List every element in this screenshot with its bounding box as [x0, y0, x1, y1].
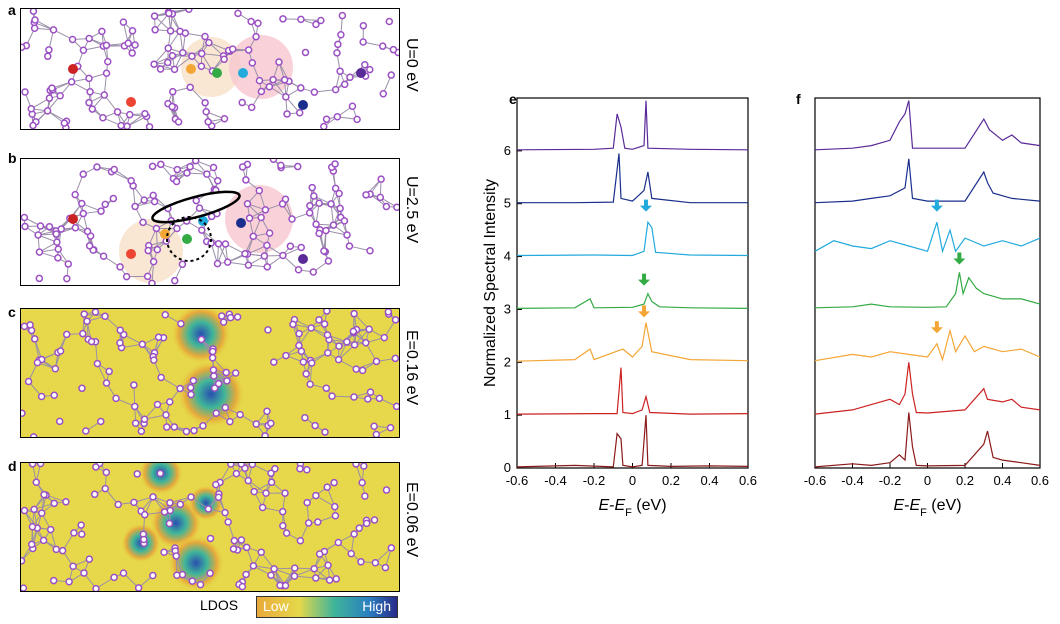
panel-letter-d: d — [8, 458, 17, 474]
site-marker — [356, 68, 366, 78]
spectrum-line-e-4 — [516, 220, 749, 257]
lattice-svg-a — [21, 9, 399, 129]
lattice-panel-b — [20, 158, 400, 286]
lattice-panel-a — [20, 8, 400, 130]
ldos-blob — [139, 463, 183, 495]
highlight-ellipse — [151, 190, 241, 224]
y-axis-title: Normalized Spectral Intensity — [482, 179, 499, 387]
site-marker — [238, 68, 248, 78]
panel-letter-a: a — [8, 2, 16, 18]
chart-frame — [516, 97, 749, 469]
peak-arrow — [638, 273, 651, 286]
site-marker — [182, 234, 192, 244]
x-tick-label: 0.4 — [700, 473, 718, 488]
y-tick-label: 6 — [504, 143, 511, 158]
site-marker — [298, 254, 308, 264]
site-marker — [126, 97, 136, 107]
chart-e: -0.6 -0.4 -0.2 0 0.2 0.4 0.6 0 1 2 3 4 5 6 E-EF (eV) No… — [482, 97, 757, 519]
peak-arrow — [953, 252, 966, 265]
colorbar-high-label: High — [362, 598, 391, 614]
site-marker — [236, 218, 246, 228]
spectrum-line-e-2 — [516, 322, 749, 362]
side-label-c: E=0.16 eV — [403, 330, 420, 406]
site-marker — [298, 100, 308, 110]
side-label-b: U=2.5 eV — [403, 176, 420, 244]
lattice-svg-d — [21, 463, 396, 591]
x-tick-label: -0.4 — [841, 473, 863, 488]
panel-letter-e: e — [509, 91, 517, 107]
ldos-blob — [188, 485, 224, 521]
chart-frame — [814, 97, 1041, 469]
lattice-panel-c — [20, 308, 400, 438]
site-marker — [68, 64, 78, 74]
peak-arrow — [639, 199, 652, 212]
colorbar: Low High — [256, 596, 398, 618]
x-axis-title: E-EF (eV) — [893, 497, 961, 519]
x-tick-label: 0.6 — [1031, 473, 1049, 488]
x-tick-label: 0.4 — [993, 473, 1011, 488]
y-tick-label: 1 — [504, 407, 511, 422]
colorbar-title: LDOS — [200, 597, 239, 613]
y-tick-label: 2 — [504, 354, 511, 369]
x-tick-label: 0.2 — [956, 473, 974, 488]
x-tick-label: -0.2 — [583, 473, 605, 488]
y-tick-label: 3 — [504, 301, 511, 316]
peak-arrow — [930, 199, 943, 212]
panel-letter-c: c — [8, 304, 16, 320]
site-marker — [160, 229, 170, 239]
spectrum-line-e-3 — [516, 292, 749, 309]
site-marker — [68, 214, 78, 224]
chart-f: -0.6 -0.4 -0.2 0 0.2 0.4 0.6 E-EF (eV) — [804, 97, 1049, 519]
site-marker — [126, 249, 136, 259]
spectrum-line-f-2 — [814, 328, 1041, 362]
side-label-d: E=0.06 eV — [403, 482, 420, 558]
site-marker — [212, 68, 222, 78]
side-label-a: U=0 eV — [403, 38, 420, 92]
spectrum-line-f-4 — [814, 222, 1041, 254]
x-tick-label: -0.4 — [544, 473, 566, 488]
x-tick-label: -0.6 — [506, 473, 528, 488]
spectrum-line-e-5 — [517, 153, 748, 204]
lattice-svg-b — [21, 159, 399, 285]
peak-arrow — [638, 305, 651, 318]
spectrum-line-f-5 — [814, 158, 1041, 204]
x-tick-label: 0.6 — [739, 473, 757, 488]
y-tick-label: 0 — [504, 460, 511, 475]
site-marker — [186, 64, 196, 74]
y-tick-label: 5 — [504, 196, 511, 211]
spectrum-line-f-0 — [814, 412, 1041, 468]
x-tick-label: -0.6 — [804, 473, 826, 488]
panel-letter-f: f — [796, 91, 801, 107]
spectrum-line-e-1 — [516, 367, 749, 415]
x-tick-label: -0.2 — [879, 473, 901, 488]
lattice-panel-d — [20, 462, 400, 592]
spectrum-line-f-1 — [814, 362, 1041, 415]
colorbar-low-label: Low — [263, 598, 289, 614]
spectrum-line-e-6 — [516, 100, 749, 151]
spectrum-line-e-0 — [516, 415, 749, 468]
panel-letter-b: b — [8, 150, 17, 166]
spectrum-line-f-3 — [814, 272, 1041, 309]
lattice-svg-c — [21, 309, 399, 437]
x-tick-label: 0.2 — [662, 473, 680, 488]
x-tick-label: 0 — [629, 473, 636, 488]
y-tick-label: 4 — [504, 249, 511, 264]
x-tick-label: 0 — [924, 473, 931, 488]
highlight-dashed-circle — [166, 216, 212, 262]
x-axis-title: E-EF (eV) — [598, 497, 666, 519]
spectrum-line-f-6 — [814, 100, 1041, 151]
peak-arrow — [930, 321, 943, 334]
